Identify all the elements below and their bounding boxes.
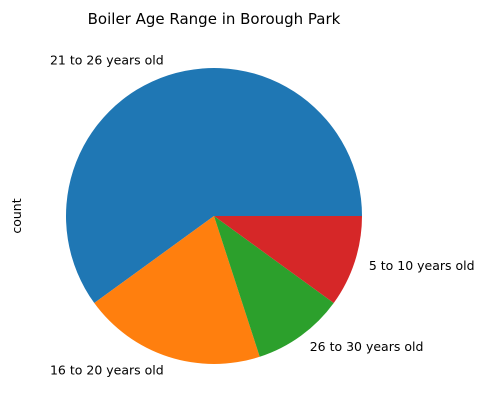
pie-slice-0	[65, 67, 362, 303]
pie-slice-2	[214, 216, 334, 357]
chart-title: Boiler Age Range in Borough Park	[88, 10, 341, 28]
pie-slice-3	[214, 216, 362, 303]
slice-label-2: 26 to 30 years old	[310, 339, 424, 354]
pie-slices	[65, 67, 362, 364]
slice-label-3: 5 to 10 years old	[369, 258, 475, 273]
y-axis-label: count	[9, 198, 24, 233]
slice-labels: 21 to 26 years old 16 to 20 years old 26 t…	[50, 53, 475, 378]
slice-label-0: 21 to 26 years old	[50, 53, 164, 68]
pie-slice-1	[94, 216, 260, 364]
slice-label-1: 16 to 20 years old	[50, 362, 164, 377]
